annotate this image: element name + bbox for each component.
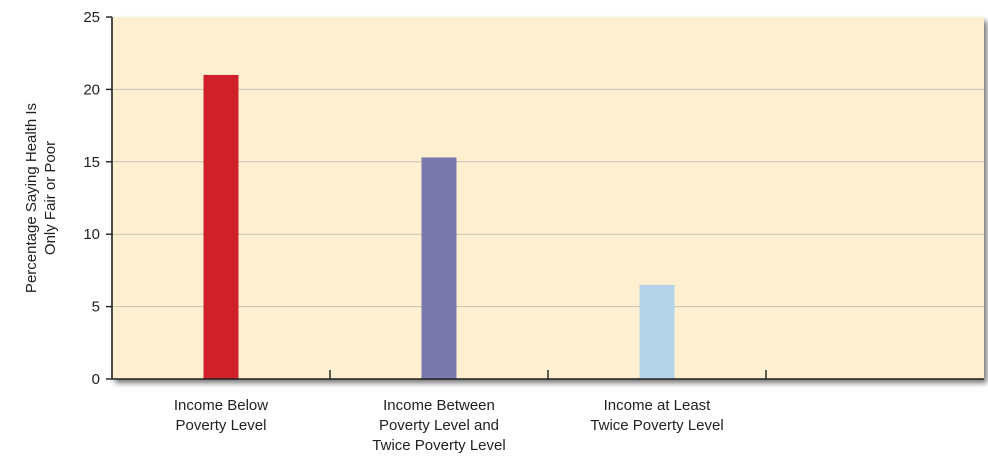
bars (203, 74, 675, 380)
plot-area (112, 17, 984, 379)
y-axis-title-line: Only Fair or Poor (42, 141, 59, 255)
category-label-3: Income at Least Twice Poverty Level (590, 397, 723, 434)
y-tick-label: 25 (83, 9, 100, 26)
category-label-1: Income Below Poverty Level (174, 397, 268, 434)
y-tick-labels: 0 5 10 15 20 25 (83, 9, 100, 388)
y-tick-label: 5 (92, 299, 100, 316)
y-axis-title-group: Percentage Saying Health Is Only Fair or … (23, 103, 59, 293)
y-axis-title-line: Percentage Saying Health Is (23, 103, 40, 293)
gridlines (112, 88, 984, 308)
axes (106, 16, 984, 380)
category-label-line: Poverty Level (176, 417, 267, 434)
y-tick-label: 15 (83, 154, 100, 171)
category-labels: Income Below Poverty Level Income Between P… (174, 397, 724, 454)
category-label-line: Income at Least (604, 397, 712, 414)
category-label-line: Income Between (383, 397, 495, 414)
bar-2 (421, 157, 457, 379)
category-label-2: Income Between Poverty Level and Twice Pov… (372, 397, 505, 454)
y-axis-title-text: Percentage Saying Health Is Only Fair or … (23, 103, 59, 293)
y-axis-title: Percentage Saying Health Is Only Fair or … (23, 103, 59, 293)
category-label-line: Twice Poverty Level (372, 437, 505, 454)
category-label-line: Poverty Level and (379, 417, 499, 434)
y-tick-label: 10 (83, 226, 100, 243)
category-label-line: Income Below (174, 397, 268, 414)
y-tick-label: 20 (83, 81, 100, 98)
y-tick-label: 0 (92, 371, 100, 388)
bar-3 (639, 284, 675, 379)
bar-1 (203, 74, 239, 380)
category-label-line: Twice Poverty Level (590, 417, 723, 434)
